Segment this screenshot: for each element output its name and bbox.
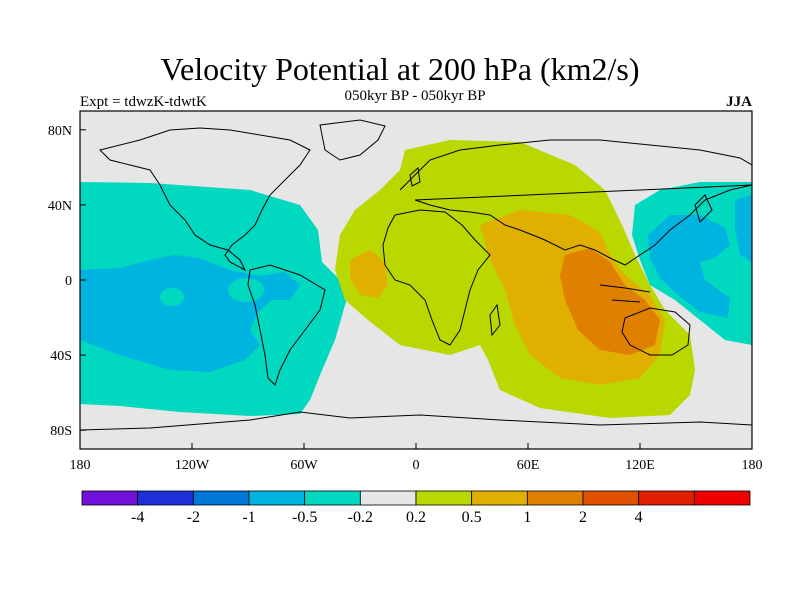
x-tick-label: 120E xyxy=(625,458,655,473)
south-america-coast xyxy=(247,264,326,386)
indian-ocean-maximum-region xyxy=(560,248,660,355)
y-tick-label: 80S xyxy=(50,424,72,439)
colorbar-label: -4 xyxy=(131,509,144,526)
y-tick-label: 40N xyxy=(48,199,72,214)
colorbar-swatch xyxy=(471,490,528,506)
contour-fills xyxy=(80,140,752,418)
antarctica-coast xyxy=(80,411,752,431)
colorbar-swatch xyxy=(415,490,473,506)
sahara-positive-region xyxy=(350,250,388,298)
x-tick-label: 120W xyxy=(175,458,210,473)
y-tick-label: 0 xyxy=(65,274,72,289)
indonesia-coast xyxy=(599,284,651,303)
colorbar-label: 0.5 xyxy=(462,509,482,526)
map-plot-area xyxy=(79,110,753,450)
colorbar-swatch xyxy=(304,490,361,506)
colorbar-label: -0.5 xyxy=(292,509,317,526)
y-tick-label: 40S xyxy=(50,349,72,364)
uk-coast xyxy=(409,167,421,187)
colorbar-swatch xyxy=(693,490,751,506)
pacific-positive-islet-2 xyxy=(228,278,264,302)
eurasia-coast xyxy=(399,139,752,266)
colorbar-swatch xyxy=(526,490,584,506)
colorbar-label: 1 xyxy=(523,509,531,526)
x-tick-label: 60W xyxy=(290,458,318,473)
colorbar-label: -2 xyxy=(187,509,200,526)
x-tick-label: 180 xyxy=(742,458,763,473)
y-tick-label: 80N xyxy=(48,124,72,139)
west-pacific-minimum-east xyxy=(735,195,752,262)
colorbar-label: 0.2 xyxy=(406,509,426,526)
coastlines xyxy=(80,119,752,431)
australia-coast xyxy=(621,307,691,356)
x-tick-label: 180 xyxy=(70,458,91,473)
x-tick-label: 0 xyxy=(413,458,420,473)
west-pacific-positive-islet-2 xyxy=(712,260,740,276)
japan-coast xyxy=(694,194,713,223)
colorbar-swatch xyxy=(248,490,306,506)
greenland-coast xyxy=(319,119,386,161)
experiment-label: Expt = tdwzK-tdwtK xyxy=(80,94,207,110)
period-label: 050kyr BP - 050kyr BP xyxy=(344,88,486,104)
map-title: Velocity Potential at 200 hPa (km2/s) xyxy=(160,51,640,87)
colorbar-label: -0.2 xyxy=(348,509,373,526)
colorbar-swatch xyxy=(359,490,417,506)
colorbar-label: -1 xyxy=(242,509,255,526)
season-label: JJA xyxy=(726,94,752,110)
x-tick-label: 60E xyxy=(517,458,540,473)
colorbar-swatch xyxy=(81,490,139,506)
colorbar: -4 -2 -1 -0.5 -0.2 0.2 0.5 1 2 4 xyxy=(81,490,751,526)
colorbar-swatch xyxy=(638,490,695,506)
madagascar-coast xyxy=(489,303,501,337)
pacific-positive-islet xyxy=(160,288,184,306)
colorbar-swatch xyxy=(192,490,250,506)
africa-coast xyxy=(382,209,491,346)
colorbar-swatch xyxy=(137,490,194,506)
west-pacific-minimum-region xyxy=(648,215,730,318)
colorbar-label: 4 xyxy=(635,509,643,526)
x-axis: 180 120W 60W 0 60E 120E 180 xyxy=(70,443,763,473)
y-axis: 80N 40N 0 40S 80S xyxy=(48,124,86,439)
colorbar-label: 2 xyxy=(579,509,587,526)
north-america-coast xyxy=(99,127,311,272)
colorbar-swatch xyxy=(582,490,640,506)
